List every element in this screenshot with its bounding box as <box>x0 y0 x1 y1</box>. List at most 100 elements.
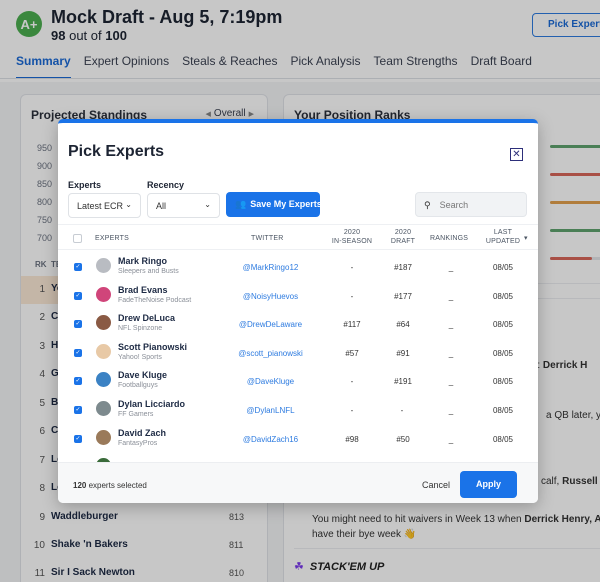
expert-checkbox[interactable]: ✓ <box>74 291 82 300</box>
score-max: 100 <box>105 28 127 43</box>
modal-footer: 120 experts selected Cancel Apply <box>58 462 538 503</box>
expert-org: Sleepers and Busts <box>118 268 179 275</box>
rank-bar-rb <box>550 173 600 176</box>
col-team: TE <box>51 260 62 269</box>
col-inseason[interactable]: 2020 IN-SEASON <box>326 228 378 246</box>
inseason-rank: - <box>350 406 354 415</box>
expert-name: Mark Ringo <box>118 256 168 266</box>
col-last-updated[interactable]: LAST UPDATED <box>482 228 524 246</box>
inseason-rank: #57 <box>345 348 359 358</box>
last-updated: 08/05 <box>492 348 514 358</box>
sort-caret-icon[interactable]: ▾ <box>524 235 528 242</box>
save-my-experts-button[interactable]: 👥 Save My Experts <box>226 192 322 217</box>
draft-rank: #187 <box>394 263 412 272</box>
expert-checkbox[interactable]: ✓ <box>74 377 82 386</box>
select-all-checkbox[interactable] <box>73 234 82 243</box>
chevron-left-icon[interactable]: ◀ <box>205 111 211 118</box>
insight-bold: Derrick H <box>542 360 588 371</box>
twitter-link[interactable]: @DaveKluge <box>246 377 295 387</box>
close-icon[interactable]: ✕ <box>510 148 523 161</box>
save-my-experts-label: Save My Experts <box>250 199 322 209</box>
score-mid: out of <box>69 28 102 43</box>
tab-pick-analysis[interactable]: Pick Analysis <box>290 54 361 68</box>
modal-title: Pick Experts <box>68 143 165 160</box>
col-inseason-line2: IN-SEASON <box>331 238 373 245</box>
experts-select[interactable]: Latest ECR ⌄ <box>68 193 141 218</box>
twitter-link[interactable]: @scott_pianowski <box>238 348 303 358</box>
standings-row: 8 Lo <box>21 475 267 503</box>
twitter-link[interactable]: @DavidZach16 <box>242 434 299 444</box>
inseason-rank: - <box>350 263 354 272</box>
rank: 3 <box>39 341 45 352</box>
tab-steals-reaches[interactable]: Steals & Reaches <box>182 54 278 68</box>
team-name: Cl <box>51 311 61 322</box>
draft-rank: #50 <box>396 434 410 444</box>
score-value: 98 <box>51 28 66 43</box>
search-input[interactable]: ⚲ Search <box>415 192 527 217</box>
col-draft[interactable]: 2020 DRAFT <box>386 228 420 246</box>
selected-count: 120 experts selected <box>73 481 147 490</box>
twitter-link[interactable]: @MarkRingo12 <box>242 263 299 272</box>
experts-table-header: EXPERTS TWITTER 2020 IN-SEASON 2020 DRAFT … <box>58 224 538 250</box>
rankings-value: _ <box>448 377 454 387</box>
expert-checkbox[interactable]: ✓ <box>74 263 82 271</box>
last-updated: 08/05 <box>492 377 514 387</box>
col-experts[interactable]: EXPERTS <box>95 235 129 242</box>
expert-org: Footballguys <box>118 382 158 390</box>
draft-rank: #64 <box>396 320 410 330</box>
col-twitter[interactable]: TWITTER <box>251 235 284 242</box>
rankings-value: _ <box>448 291 454 301</box>
col-rankings[interactable]: RANKINGS <box>430 235 469 242</box>
rankings-value: _ <box>448 320 454 330</box>
last-updated: 08/05 <box>492 263 514 272</box>
avatar <box>96 315 111 331</box>
rank: 5 <box>39 398 45 409</box>
chevron-right-icon[interactable]: ▶ <box>248 111 254 118</box>
expert-name: Scott Pianowski <box>118 341 188 352</box>
expert-row[interactable]: ✓ Drew DeLuca NFL Spinzone @DrewDeLaware… <box>58 310 538 339</box>
bye-bold: Derrick Henry, A.J. Brow <box>524 514 600 525</box>
apply-button[interactable]: Apply <box>460 471 517 498</box>
team-name: Shake 'n Bakers <box>51 539 128 550</box>
tab-team-strengths[interactable]: Team Strengths <box>373 54 458 68</box>
y-tick: 750 <box>37 215 53 225</box>
expert-row[interactable]: ✓ David Zach FantasyPros @DavidZach16 #9… <box>58 425 538 454</box>
rank: 2 <box>39 312 45 323</box>
expert-checkbox[interactable]: ✓ <box>74 434 82 443</box>
stack-icon: ☘ <box>294 561 304 573</box>
selected-count-value: 120 <box>73 481 87 490</box>
tab-draft-board[interactable]: Draft Board <box>470 54 532 68</box>
expert-org: FF Gamers <box>118 411 154 418</box>
recency-select[interactable]: All ⌄ <box>147 193 220 218</box>
draft-rank: - <box>400 406 404 415</box>
expert-org: NFL Spinzone <box>118 325 163 333</box>
insight-bold: Russell Wi <box>562 476 600 487</box>
search-placeholder: Search <box>439 200 469 210</box>
expert-row[interactable]: ✓ Dave Kluge Footballguys @DaveKluge - #… <box>58 367 538 396</box>
twitter-link[interactable]: @DrewDeLaware <box>238 320 303 330</box>
expert-checkbox[interactable]: ✓ <box>74 320 82 329</box>
rank: 11 <box>34 568 45 579</box>
twitter-link[interactable]: @DylanLNFL <box>246 406 295 415</box>
points: 810 <box>229 568 245 578</box>
avatar <box>96 258 111 273</box>
expert-checkbox[interactable]: ✓ <box>74 406 82 414</box>
col-rk: RK <box>35 260 47 269</box>
avatar <box>96 429 111 445</box>
expert-row[interactable]: ✓ Mark Ringo Sleepers and Busts @MarkRin… <box>58 253 538 282</box>
expert-row[interactable]: ✓ Dylan Licciardo FF Gamers @DylanLNFL -… <box>58 396 538 425</box>
pick-experts-button[interactable]: Pick Experts <box>532 13 600 37</box>
expert-row[interactable]: ✓ Scott Pianowski Yahoo! Sports @scott_p… <box>58 339 538 368</box>
expert-row[interactable]: ✓ Brad Evans FadeTheNoise Podcast @Noisy… <box>58 282 538 311</box>
rank: 4 <box>39 369 45 380</box>
cancel-button[interactable]: Cancel <box>422 480 451 490</box>
avatar <box>96 343 111 359</box>
expert-checkbox[interactable]: ✓ <box>74 348 82 357</box>
rankings-value: _ <box>448 434 454 444</box>
standings-row: 11 Sir I Sack Newton 810 <box>21 560 267 582</box>
users-icon: 👥 <box>235 199 247 209</box>
standings-toggle[interactable]: ◀ Overall ▶ <box>203 108 257 119</box>
twitter-link[interactable]: @NoisyHuevos <box>242 291 299 301</box>
tab-expert-opinions[interactable]: Expert Opinions <box>83 54 170 68</box>
col-draft-line1: 2020 <box>394 229 412 236</box>
